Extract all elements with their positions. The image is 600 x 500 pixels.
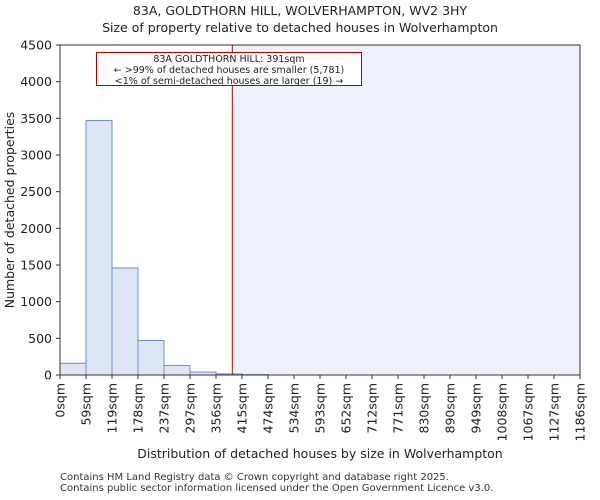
- bar: [59, 362, 87, 376]
- y-tick-label: 1000: [20, 294, 52, 309]
- annotation-line-2: ← >99% of detached houses are smaller (5…: [113, 65, 345, 76]
- x-tick-label: 712sqm: [365, 383, 380, 433]
- bar: [137, 340, 165, 376]
- histogram-chart: 0 500 1000 1500 2000 2500 3000 3500 4000 4500 0sqm…: [2, 38, 588, 462]
- x-tick-label: 652sqm: [339, 383, 354, 433]
- x-tick-label: 1067sqm: [521, 383, 536, 441]
- y-tick-label: 1500: [20, 258, 52, 273]
- bar: [111, 267, 139, 376]
- x-tick-label: 534sqm: [287, 383, 302, 433]
- x-tick-label: 1127sqm: [547, 383, 562, 441]
- x-tick-label: 771sqm: [391, 383, 406, 433]
- x-tick-label: 415sqm: [235, 383, 250, 433]
- x-tick-label: 237sqm: [157, 383, 172, 433]
- y-tick-label: 2000: [20, 221, 52, 236]
- x-tick-label: 119sqm: [105, 383, 120, 433]
- x-tick-label: 949sqm: [469, 383, 484, 433]
- chart-title-address: 83A, GOLDTHORN HILL, WOLVERHAMPTON, WV2 …: [132, 3, 468, 18]
- annotation-line-3: <1% of semi-detached houses are larger (…: [114, 76, 344, 87]
- x-tick-label: 593sqm: [313, 383, 328, 433]
- annotation-line-1: 83A GOLDTHORN HILL: 391sqm: [153, 54, 305, 65]
- bar: [163, 364, 191, 376]
- footer-licence: Contains public sector information licen…: [60, 483, 494, 494]
- bar: [85, 120, 113, 376]
- footer-copyright: Contains HM Land Registry data © Crown c…: [60, 472, 449, 483]
- x-tick-label: 1008sqm: [495, 383, 510, 441]
- y-tick-label: 3500: [20, 111, 52, 126]
- y-tick-label: 4500: [20, 38, 52, 53]
- x-tick-label: 356sqm: [209, 383, 224, 433]
- x-tick-label: 830sqm: [417, 383, 432, 433]
- y-tick-label: 500: [28, 331, 52, 346]
- x-tick-label: 890sqm: [443, 383, 458, 433]
- x-tick-label: 297sqm: [183, 383, 198, 433]
- x-tick-label: 1186sqm: [573, 383, 588, 441]
- x-tick-label: 59sqm: [79, 383, 94, 426]
- larger-region-shade: [232, 45, 580, 375]
- y-tick-label: 3000: [20, 148, 52, 163]
- x-tick-label: 474sqm: [261, 383, 276, 433]
- property-annotation-box: 83A GOLDTHORN HILL: 391sqm ← >99% of det…: [96, 52, 362, 87]
- y-tick-label: 4000: [20, 74, 52, 89]
- x-tick-label: 178sqm: [131, 383, 146, 433]
- y-axis-label: Number of detached properties: [2, 112, 17, 309]
- x-axis-label: Distribution of detached houses by size …: [137, 446, 503, 461]
- y-tick-label: 2500: [20, 184, 52, 199]
- chart-title: Size of property relative to detached ho…: [102, 20, 498, 35]
- x-tick-label: 0sqm: [53, 383, 68, 418]
- y-tick-label: 0: [44, 368, 52, 383]
